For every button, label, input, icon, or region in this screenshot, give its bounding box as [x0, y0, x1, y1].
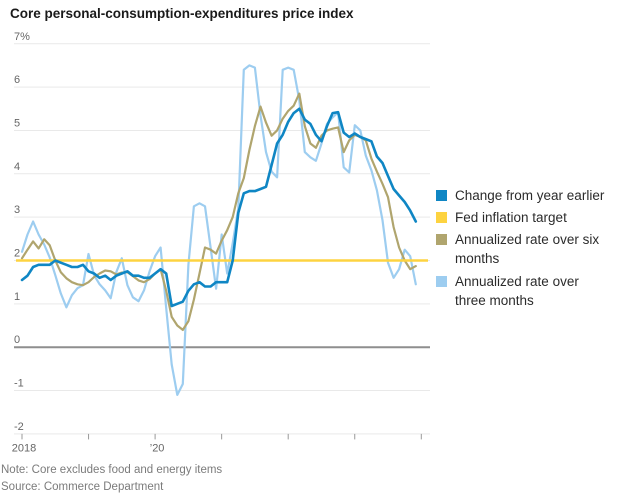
y-axis-label: 4: [14, 161, 20, 173]
series-line-annualized-rate-over-six-months: [20, 92, 417, 331]
y-axis-label: 7%: [14, 31, 30, 43]
y-axis-label: 1: [14, 291, 20, 303]
legend-label-fed-inflation-target: Fed inflation target: [455, 210, 567, 226]
y-axis-label: -2: [14, 421, 24, 433]
legend-item-change-from-year-earlier: Change from year earlier: [436, 186, 624, 205]
legend-item-fed-inflation-target: Fed inflation target: [436, 208, 624, 227]
legend-label-annualized-three-months: Annualized rate over three months: [455, 273, 579, 308]
legend-item-annualized-six-months: Annualized rate over six months: [436, 230, 624, 268]
legend-swatch-fed-inflation-target: [436, 212, 447, 224]
legend-label-annualized-six-months: Annualized rate over six months: [455, 232, 600, 267]
x-axis-label: 2018: [12, 442, 36, 454]
chart-title: Core personal-consumption-expenditures p…: [10, 6, 354, 21]
legend-swatch-annualized-three-months: [436, 275, 447, 287]
y-axis-label: 5: [14, 117, 20, 129]
legend: Change from year earlier Fed inflation ta…: [436, 186, 624, 310]
series-line-change-from-year-earlier: [20, 107, 418, 308]
y-axis-label: -1: [14, 378, 24, 390]
chart-source: Source: Commerce Department: [1, 481, 164, 493]
y-axis-label: 6: [14, 74, 20, 86]
x-axis-label: ’20: [150, 442, 165, 454]
y-axis-label: 0: [14, 334, 20, 346]
legend-item-annualized-three-months: Annualized rate over three months: [436, 272, 624, 310]
legend-label-change-from-year-earlier: Change from year earlier: [455, 188, 605, 203]
series-line-annualized-rate-over-three-months: [20, 64, 417, 396]
chart-note: Note: Core excludes food and energy item…: [1, 464, 223, 476]
legend-swatch-change-from-year-earlier: [436, 190, 447, 201]
y-axis-label: 3: [14, 204, 20, 216]
y-axis-label: 2: [14, 248, 20, 260]
legend-swatch-annualized-six-months: [436, 234, 447, 246]
